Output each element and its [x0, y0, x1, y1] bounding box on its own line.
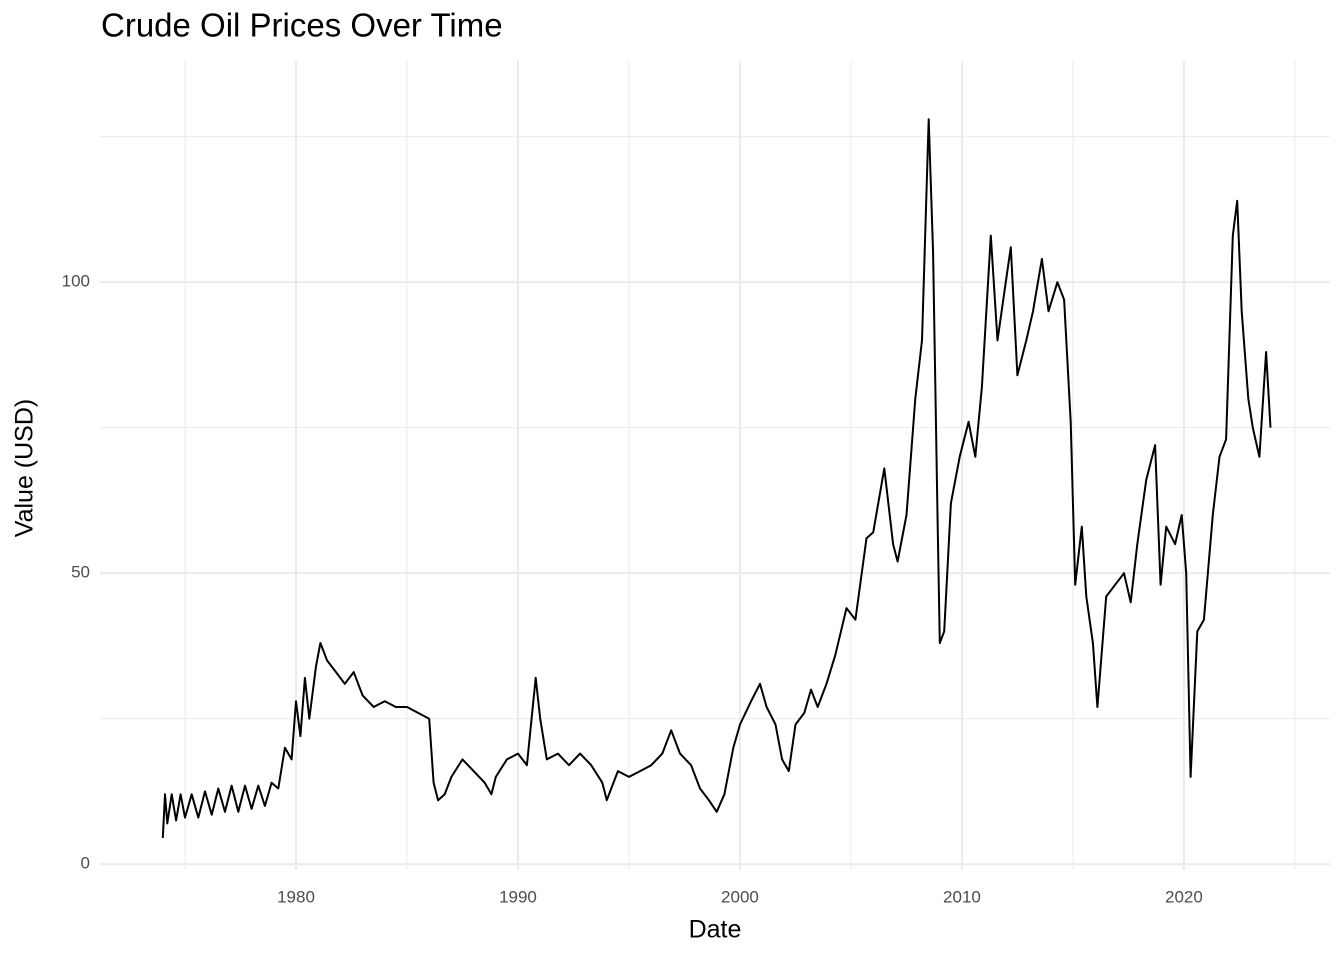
chart-title: Crude Oil Prices Over Time: [101, 7, 503, 44]
y-tick-label: 0: [81, 854, 90, 873]
x-tick-label: 1990: [499, 887, 537, 906]
y-tick-label: 100: [62, 272, 90, 291]
y-axis-title: Value (USD): [11, 399, 39, 537]
x-tick-label: 1980: [277, 887, 315, 906]
y-tick-label: 50: [71, 563, 90, 582]
line: [161, 118, 1272, 839]
x-axis-title: Date: [689, 916, 742, 944]
x-tick-label: 2020: [1165, 887, 1203, 906]
x-tick-label: 2000: [721, 887, 759, 906]
x-tick-label: 2010: [943, 887, 981, 906]
